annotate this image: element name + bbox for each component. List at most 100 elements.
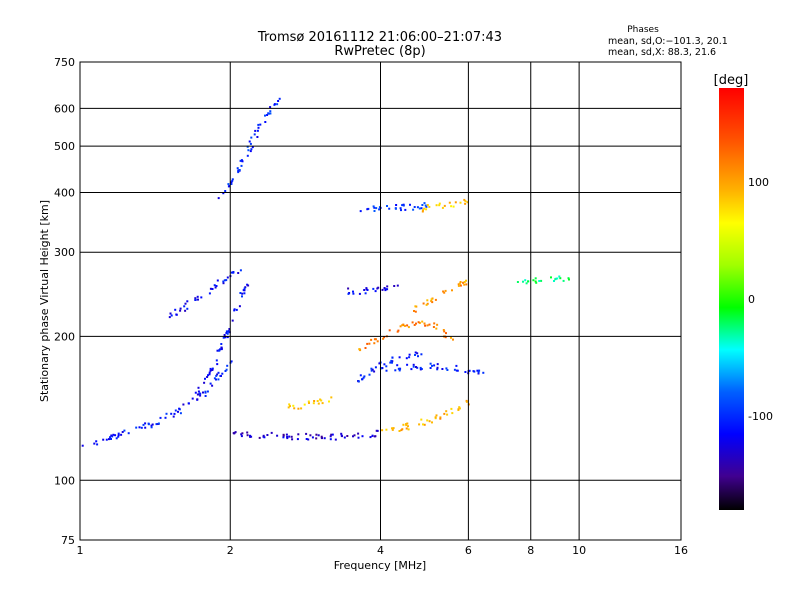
x-tick-label: 4	[377, 544, 384, 557]
data-point	[184, 302, 187, 305]
data-point	[213, 284, 216, 287]
data-point	[305, 432, 308, 435]
data-point	[198, 392, 201, 395]
data-point	[164, 416, 167, 419]
data-point	[465, 283, 468, 286]
data-point	[222, 192, 225, 195]
data-point	[317, 434, 320, 437]
data-point	[249, 150, 252, 153]
y-tick-label: 100	[54, 474, 75, 487]
data-point	[419, 366, 422, 369]
colorbar-label: [deg]	[714, 73, 749, 88]
data-point	[197, 386, 200, 389]
data-point	[426, 324, 429, 327]
data-point	[208, 292, 211, 295]
data-point	[445, 332, 447, 335]
data-point	[462, 281, 465, 284]
data-point	[251, 146, 254, 149]
data-point	[439, 416, 442, 419]
data-point	[412, 208, 415, 211]
data-point	[396, 284, 399, 287]
data-point	[144, 422, 147, 425]
data-point	[421, 210, 424, 213]
data-point	[311, 436, 314, 439]
data-point	[357, 380, 360, 383]
data-point	[431, 421, 433, 424]
data-point	[463, 283, 466, 286]
data-point	[401, 324, 404, 327]
data-point	[282, 436, 285, 439]
data-point	[424, 324, 427, 327]
data-point	[425, 208, 428, 211]
data-point	[420, 418, 423, 421]
data-point	[442, 290, 445, 293]
data-point	[224, 336, 227, 339]
data-point	[234, 431, 237, 434]
data-point	[297, 433, 300, 436]
data-point	[138, 426, 141, 429]
data-point	[412, 363, 415, 366]
data-point	[434, 298, 437, 301]
data-point	[178, 408, 181, 411]
data-point	[414, 305, 417, 308]
data-point	[232, 432, 235, 435]
data-point	[357, 436, 360, 439]
data-point	[127, 432, 130, 435]
y-tick-label: 400	[54, 186, 75, 199]
data-point	[209, 369, 212, 372]
data-point	[320, 399, 323, 402]
x-tick-label: 10	[572, 544, 586, 557]
data-point	[184, 309, 187, 312]
data-point	[396, 364, 399, 367]
data-point	[239, 292, 242, 294]
data-point	[323, 437, 326, 440]
data-point	[422, 209, 424, 212]
data-point	[562, 279, 565, 282]
data-point	[385, 428, 388, 431]
data-point	[428, 205, 431, 208]
data-point	[269, 110, 272, 113]
data-point	[554, 277, 557, 280]
data-point	[312, 402, 315, 405]
data-point	[179, 412, 182, 415]
data-point	[262, 434, 265, 437]
data-point	[397, 329, 400, 332]
data-point	[219, 348, 222, 351]
data-point	[217, 378, 220, 381]
data-point	[430, 300, 433, 302]
data-point	[81, 444, 84, 447]
data-point	[429, 362, 432, 365]
data-point	[381, 367, 384, 370]
data-point	[222, 282, 225, 285]
data-point	[203, 381, 206, 384]
y-tick-label: 750	[54, 56, 75, 69]
data-point	[109, 436, 111, 439]
data-point	[381, 288, 384, 291]
data-point	[398, 369, 401, 372]
phases-legend-o: mean, sd,O:−101.3, 20.1	[608, 36, 728, 47]
data-point	[223, 279, 226, 282]
data-point	[247, 149, 250, 152]
data-point	[424, 204, 427, 207]
data-point	[213, 377, 216, 380]
data-point	[446, 369, 449, 371]
x-tick-label: 2	[227, 544, 234, 557]
data-point	[464, 371, 467, 373]
data-point	[157, 422, 160, 425]
data-point	[150, 424, 153, 427]
data-point	[458, 407, 461, 410]
data-point	[452, 205, 455, 208]
data-point	[452, 338, 454, 341]
data-point	[434, 416, 437, 419]
data-point	[93, 442, 96, 445]
data-point	[384, 289, 387, 292]
x-tick-label: 8	[527, 544, 534, 557]
data-point	[407, 425, 409, 428]
data-point	[303, 403, 306, 406]
data-point	[441, 206, 444, 209]
data-point	[291, 438, 294, 441]
data-point	[249, 142, 252, 145]
data-point	[308, 401, 310, 404]
data-point	[433, 364, 436, 367]
data-point	[243, 287, 246, 290]
